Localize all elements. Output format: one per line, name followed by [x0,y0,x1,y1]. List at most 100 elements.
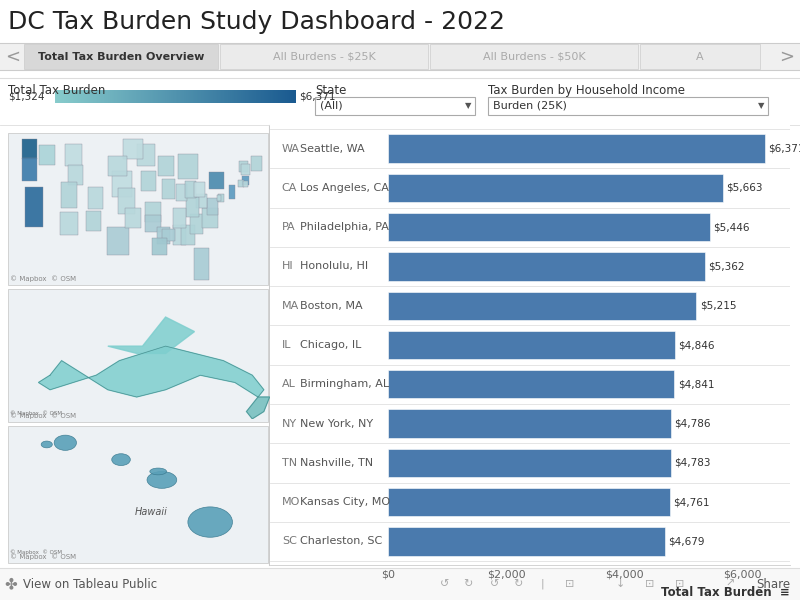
Text: Kansas City, MO: Kansas City, MO [299,497,390,507]
FancyBboxPatch shape [190,214,203,234]
Bar [129,90,130,103]
Text: Burden (25K): Burden (25K) [493,101,567,111]
Text: Philadelphia, PA: Philadelphia, PA [298,220,382,230]
Text: Tax Burden by Household Income: Tax Burden by Household Income [488,84,685,97]
Bar [291,90,292,103]
Text: Kansas City, MO: Kansas City, MO [298,500,382,510]
FancyBboxPatch shape [194,182,205,197]
Bar [388,409,671,438]
Bar [275,90,276,103]
Bar [160,90,161,103]
Text: CA: CA [275,180,290,190]
FancyBboxPatch shape [60,212,78,235]
Bar [216,90,217,103]
Bar [273,90,274,103]
Ellipse shape [54,435,77,451]
Bar [119,90,120,103]
Bar [240,90,241,103]
Bar [272,90,273,103]
Ellipse shape [188,507,233,537]
Bar [227,90,228,103]
Bar [100,90,101,103]
Text: Los Angeles, CA: Los Angeles, CA [299,183,389,193]
Bar [228,90,229,103]
Text: $4,846: $4,846 [678,340,714,350]
Bar [281,90,282,103]
FancyBboxPatch shape [25,187,42,227]
Bar [71,90,72,103]
Bar [257,90,258,103]
Bar [262,90,263,103]
Bar [201,90,202,103]
Text: Share: Share [756,577,790,590]
Bar [61,90,62,103]
Bar [77,90,78,103]
Bar [98,90,99,103]
Bar [152,90,153,103]
Bar [118,90,119,103]
Bar [97,90,98,103]
Bar [215,90,216,103]
Text: ↻: ↻ [514,579,522,589]
Bar [232,90,233,103]
Bar [171,90,172,103]
Bar [230,90,231,103]
Bar [138,90,139,103]
Bar [81,90,82,103]
Bar [145,90,146,103]
Bar [124,90,125,103]
Bar [158,90,159,103]
Text: ↺: ↺ [490,579,500,589]
Bar [91,90,92,103]
FancyBboxPatch shape [138,143,155,166]
Polygon shape [38,346,264,397]
Bar [79,90,80,103]
Bar [488,97,768,115]
Bar [185,90,186,103]
Bar [203,90,204,103]
Ellipse shape [112,454,130,466]
Bar [163,90,164,103]
Bar [223,90,224,103]
Bar [147,90,148,103]
Bar [63,90,64,103]
Bar [206,90,207,103]
Bar [184,90,185,103]
Bar [245,90,246,103]
Bar [112,90,113,103]
Bar [190,90,191,103]
Text: Birmingham, AL: Birmingham, AL [299,379,389,389]
Text: Hawaii: Hawaii [134,507,167,517]
Bar [388,488,670,516]
Bar [269,90,270,103]
FancyBboxPatch shape [86,211,101,231]
Text: Boston, MA: Boston, MA [299,301,362,311]
Bar [107,90,108,103]
Text: $4,841: $4,841 [678,379,714,389]
Bar [284,90,285,103]
Bar [294,90,295,103]
Text: DC Tax Burden Study Dashboard - 2022: DC Tax Burden Study Dashboard - 2022 [8,10,505,34]
Ellipse shape [147,472,177,488]
Bar [24,44,218,69]
Text: © Mapbox  © OSM: © Mapbox © OSM [10,410,62,416]
Text: New York, NY: New York, NY [298,420,366,430]
Bar [268,90,269,103]
Text: Chicago, IL: Chicago, IL [298,340,355,350]
Text: >: > [779,47,794,65]
Bar [234,90,235,103]
Text: PA: PA [282,222,295,232]
Bar [430,44,638,69]
FancyBboxPatch shape [194,248,209,280]
Bar [68,90,69,103]
Bar [266,90,267,103]
Bar [105,90,106,103]
X-axis label: Total Tax Burden  ≡: Total Tax Burden ≡ [662,586,790,599]
Text: SC: SC [282,536,297,547]
Bar [246,90,247,103]
Bar [94,90,95,103]
Text: Total Tax Burden: Total Tax Burden [8,84,106,97]
Bar [293,90,294,103]
Text: © Mapbox  © OSM: © Mapbox © OSM [10,550,62,555]
Text: ↗: ↗ [726,579,734,589]
